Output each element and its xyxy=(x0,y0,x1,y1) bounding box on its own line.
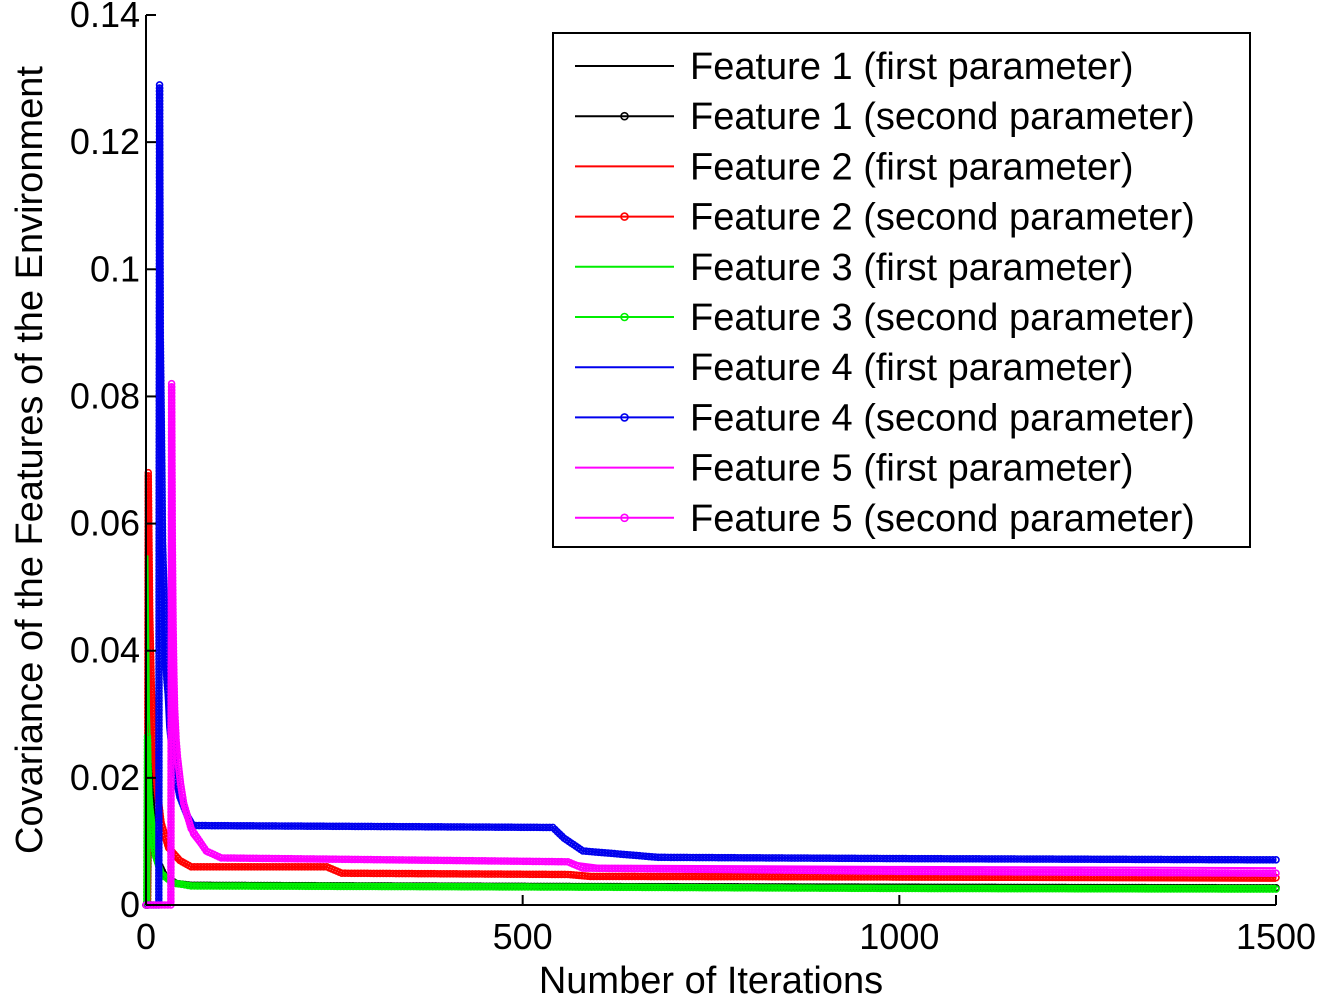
legend-label: Feature 4 (first parameter) xyxy=(690,347,1133,389)
ticks: 0 500 1000 1500 0 0.02 0.04 0.06 0.08 0.1 0.12 0.14 xyxy=(70,0,1316,957)
data-point xyxy=(1272,885,1280,893)
y-tick-label: 0 xyxy=(120,884,140,925)
legend-label: Feature 5 (first parameter) xyxy=(690,448,1133,490)
series-line xyxy=(145,555,1276,906)
legend-entry: Feature 3 (first parameter) xyxy=(575,247,1133,289)
legend-box xyxy=(552,32,1251,548)
series-layer xyxy=(142,81,1280,909)
y-tick-label: 0.12 xyxy=(70,121,140,162)
legend-label: Feature 2 (second parameter) xyxy=(690,197,1195,239)
legend-label: Feature 1 (second parameter) xyxy=(690,96,1195,138)
legend-marker xyxy=(620,312,629,322)
y-tick-label: 0.14 xyxy=(70,0,140,35)
x-tick-label: 1000 xyxy=(859,916,939,957)
legend-entry: Feature 5 (first parameter) xyxy=(575,448,1133,490)
data-point xyxy=(1272,856,1280,864)
y-tick-label: 0.1 xyxy=(90,248,140,289)
data-point xyxy=(1269,885,1277,893)
legend-marker xyxy=(620,513,629,523)
series-6 xyxy=(142,732,1280,909)
x-tick-label: 0 xyxy=(136,916,156,957)
legend-marker xyxy=(620,413,629,422)
legend-label: Feature 4 (second parameter) xyxy=(690,397,1195,439)
legend: Feature 1 (first parameter) Feature 1 (se… xyxy=(552,32,1251,548)
y-tick-label: 0.06 xyxy=(70,503,140,544)
y-axis-label: Covariance of the Features of the Enviro… xyxy=(9,66,51,854)
legend-entry: Feature 5 (second parameter) xyxy=(575,498,1195,540)
series-3 xyxy=(146,555,1277,906)
legend-label: Feature 2 (first parameter) xyxy=(690,146,1133,188)
y-tick-label: 0.08 xyxy=(70,375,140,416)
y-tick-label: 0.04 xyxy=(70,630,140,671)
legend-entry: Feature 2 (first parameter) xyxy=(575,146,1133,188)
legend-label: Feature 3 (second parameter) xyxy=(690,297,1195,339)
legend-label: Feature 3 (first parameter) xyxy=(690,247,1133,289)
data-point xyxy=(1272,869,1280,878)
series-5 xyxy=(145,555,1276,906)
series-8 xyxy=(142,81,1280,909)
legend-entry: Feature 4 (second parameter) xyxy=(575,397,1195,439)
legend-entry: Feature 2 (second parameter) xyxy=(575,197,1195,239)
x-tick-label: 500 xyxy=(493,916,553,957)
legend-entry: Feature 4 (first parameter) xyxy=(575,347,1133,389)
y-tick-label: 0.02 xyxy=(70,757,140,798)
series-line xyxy=(146,555,1277,906)
x-axis-label: Number of Iterations xyxy=(539,960,883,1000)
legend-entry: Feature 1 (second parameter) xyxy=(575,96,1195,138)
x-tick-label: 1500 xyxy=(1236,916,1316,957)
axes xyxy=(145,15,1276,906)
data-point xyxy=(1269,856,1277,864)
series-10 xyxy=(142,379,1280,909)
legend-marker xyxy=(620,212,629,221)
legend-marker xyxy=(620,111,629,121)
data-point xyxy=(1269,869,1277,878)
legend-label: Feature 1 (first parameter) xyxy=(690,46,1133,88)
legend-entry: Feature 3 (second parameter) xyxy=(575,297,1195,339)
legend-label: Feature 5 (second parameter) xyxy=(690,498,1195,540)
legend-entry: Feature 1 (first parameter) xyxy=(575,46,1133,88)
